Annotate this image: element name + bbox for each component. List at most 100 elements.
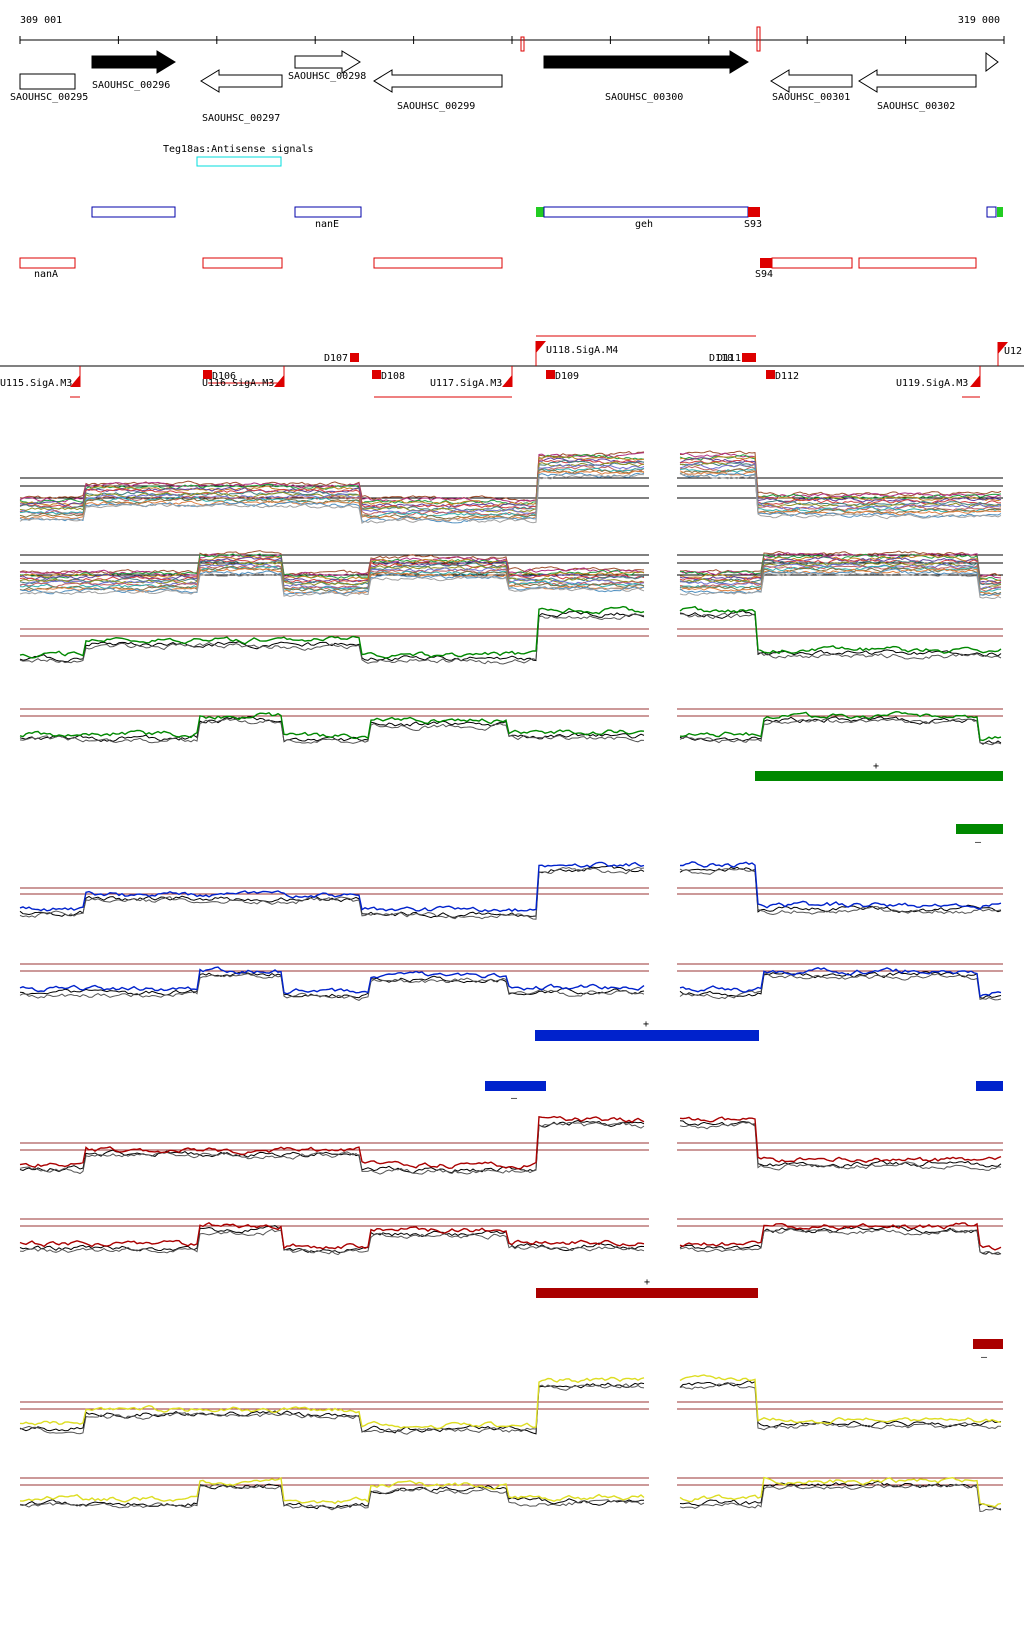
- annotation-label: nanE: [315, 219, 339, 230]
- strand-mark: +: [644, 1277, 650, 1288]
- gene-arrow-SAOUHSC_00301[interactable]: [770, 69, 853, 93]
- signal-line: [679, 455, 1002, 502]
- antisense-label: Teg18as:Antisense signals: [163, 144, 314, 155]
- promoter-label: U117.SigA.M3: [430, 378, 502, 389]
- promoter-label: D109: [555, 371, 579, 382]
- signal-line: [679, 1480, 1002, 1511]
- gene-label: SAOUHSC_00298: [288, 71, 366, 82]
- promoter-label: U118.SigA.M4: [546, 345, 618, 356]
- promoter-label: D110: [709, 353, 733, 364]
- signal-line: [19, 1382, 645, 1435]
- signal-line: [19, 1483, 644, 1510]
- signal-line: [19, 861, 645, 913]
- strand-bar-green-plus[interactable]: [755, 771, 1003, 781]
- strand-bar-red-plus[interactable]: [536, 1288, 758, 1298]
- promoter-flag-U118[interactable]: [536, 341, 546, 353]
- annotation-feature-geh[interactable]: [543, 206, 749, 218]
- signal-line: [679, 463, 1002, 511]
- strand-bar-green-minus[interactable]: [956, 824, 1003, 834]
- gene-arrow-SAOUHSC_00299[interactable]: [373, 69, 503, 93]
- promoter-marker-D110[interactable]: [742, 353, 756, 362]
- signal-line: [679, 468, 1002, 515]
- signal-line: [19, 556, 645, 584]
- signal-line: [679, 565, 1002, 592]
- annotation-label: geh: [635, 219, 653, 230]
- strand-bar-blue-minus[interactable]: [976, 1081, 1003, 1091]
- promoter-marker-D109[interactable]: [546, 370, 555, 379]
- gene-label: SAOUHSC_00297: [202, 113, 280, 124]
- signal-line: [679, 1374, 1002, 1425]
- signal-line: [19, 1477, 645, 1505]
- signal-line: [679, 568, 1001, 597]
- signal-line: [19, 470, 645, 522]
- gene-arrow-partial[interactable]: [985, 52, 999, 72]
- antisense-feature[interactable]: [196, 156, 282, 167]
- signal-line: [679, 610, 1002, 657]
- promoter-marker-D112[interactable]: [766, 370, 775, 379]
- gene-arrow-SAOUHSC_00297[interactable]: [200, 69, 283, 93]
- promoter-marker-D106[interactable]: [203, 370, 212, 379]
- signal-line: [679, 1120, 1002, 1169]
- ruler-marker: [520, 36, 525, 52]
- annotation-feature-nanE[interactable]: [294, 206, 362, 218]
- signal-line: [19, 971, 645, 999]
- signal-line: [19, 553, 645, 579]
- gene-label: SAOUHSC_00300: [605, 92, 683, 103]
- annotation-track-minus: nanA S94: [19, 257, 977, 280]
- signal-line: [19, 558, 645, 584]
- promoter-flag-U116[interactable]: [274, 375, 284, 387]
- gene-label: SAOUHSC_00296: [92, 80, 170, 91]
- promoter-marker-D108[interactable]: [372, 370, 381, 379]
- annotation-track-plus: nanE geh S93: [91, 206, 1003, 230]
- signal-line: [19, 1228, 645, 1256]
- coordinate-ruler: 309 001 319 000: [19, 15, 1005, 52]
- signal-line: [679, 1382, 1002, 1431]
- annotation-feature[interactable]: [858, 257, 977, 269]
- region-gap: [649, 1100, 677, 1190]
- annotation-marker-S94[interactable]: [760, 258, 772, 268]
- signal-line: [679, 605, 1002, 655]
- promoter-label: D111: [717, 353, 741, 364]
- annotation-feature[interactable]: [373, 257, 503, 269]
- strand-bar-red-minus[interactable]: [973, 1339, 1003, 1349]
- promoter-flag-U117[interactable]: [502, 375, 512, 387]
- signal-line: [19, 565, 645, 592]
- gene-arrow-SAOUHSC_00295[interactable]: [19, 73, 76, 90]
- promoter-marker-D107[interactable]: [350, 353, 359, 362]
- strand-bar-blue-plus[interactable]: [535, 1030, 759, 1041]
- signal-line: [679, 461, 1002, 507]
- strand-bar-blue-minus[interactable]: [485, 1081, 546, 1091]
- signal-line: [679, 1121, 1002, 1171]
- annotation-feature[interactable]: [986, 206, 997, 218]
- promoter-flag-U12[interactable]: [998, 342, 1008, 354]
- annotation-start-marker: [997, 207, 1003, 217]
- signal-line: [679, 552, 1002, 579]
- signal-line: [679, 710, 1002, 742]
- signal-line: [679, 468, 1002, 513]
- annotation-feature[interactable]: [771, 257, 853, 269]
- signal-line: [679, 972, 1002, 1001]
- gene-label: SAOUHSC_00302: [877, 101, 955, 112]
- signal-line: [19, 1119, 645, 1174]
- gene-arrow-SAOUHSC_00298[interactable]: [294, 50, 361, 74]
- gene-arrow-SAOUHSC_00300[interactable]: [543, 50, 749, 74]
- signal-line: [19, 561, 645, 586]
- expression-tracks: [19, 440, 1003, 1525]
- promoter-label: D107: [324, 353, 348, 364]
- annotation-label: nanA: [34, 269, 58, 280]
- signal-line: [19, 461, 645, 514]
- annotation-feature-nanA[interactable]: [19, 257, 76, 269]
- signal-line: [679, 562, 1002, 591]
- gene-label: SAOUHSC_00295: [10, 92, 88, 103]
- signal-line: [19, 1121, 645, 1175]
- promoter-label: D112: [775, 371, 799, 382]
- gene-arrow-SAOUHSC_00302[interactable]: [858, 69, 977, 93]
- promoter-flag-U119[interactable]: [970, 375, 980, 387]
- annotation-marker-S93[interactable]: [748, 207, 760, 217]
- promoter-flag-U115[interactable]: [70, 375, 80, 387]
- annotation-feature[interactable]: [91, 206, 176, 218]
- ruler-start-label: 309 001: [20, 15, 62, 26]
- gene-arrow-SAOUHSC_00296[interactable]: [91, 50, 176, 74]
- signal-line: [19, 605, 645, 659]
- annotation-feature[interactable]: [202, 257, 283, 269]
